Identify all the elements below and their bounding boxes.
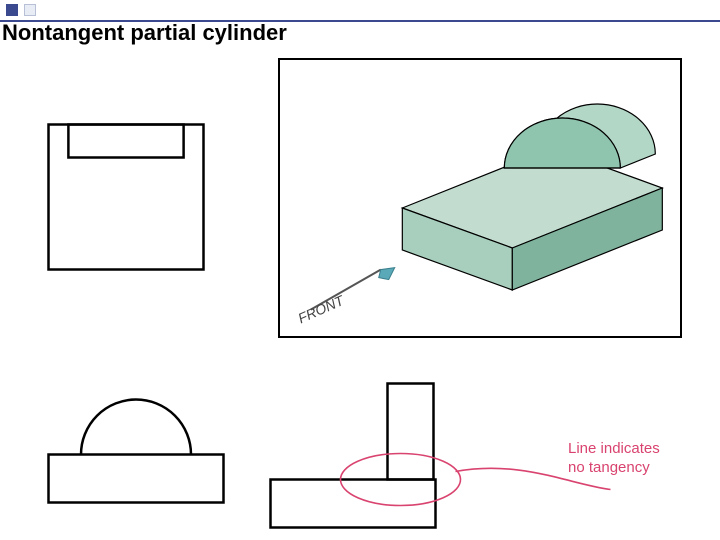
tangency-annotation: Line indicatesno tangency [568, 440, 660, 478]
page-title: Nontangent partial cylinder [2, 20, 287, 46]
annotation-line1: Line indicates [568, 440, 660, 459]
isometric-view-panel: FRONT [278, 58, 682, 338]
front-view-diagram [46, 370, 226, 505]
bullet-filled [6, 4, 18, 16]
bullet-outline [24, 4, 36, 16]
top-view-diagram [46, 122, 206, 272]
header-bar [0, 0, 720, 22]
annotation-line2: no tangency [568, 459, 660, 478]
